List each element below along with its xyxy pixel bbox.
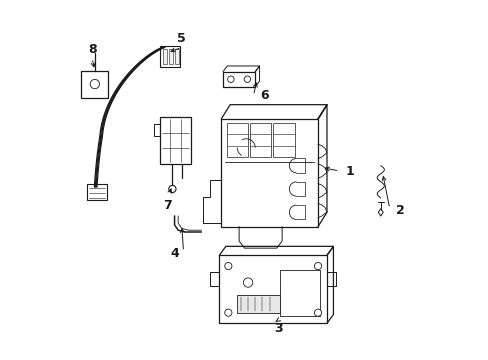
Circle shape bbox=[168, 185, 176, 193]
Text: 6: 6 bbox=[260, 89, 268, 102]
Bar bbox=[81, 71, 108, 98]
Bar bbox=[226, 123, 247, 157]
Bar bbox=[87, 184, 107, 200]
Bar bbox=[237, 295, 280, 313]
Circle shape bbox=[243, 278, 252, 287]
Bar bbox=[223, 72, 255, 87]
Circle shape bbox=[224, 262, 231, 270]
Text: 4: 4 bbox=[170, 247, 179, 260]
Circle shape bbox=[227, 76, 234, 82]
Bar bbox=[168, 49, 173, 64]
Bar bbox=[273, 123, 294, 157]
Bar bbox=[219, 255, 326, 323]
Circle shape bbox=[244, 76, 250, 82]
Text: 2: 2 bbox=[395, 204, 404, 217]
Bar bbox=[280, 270, 319, 316]
Text: 7: 7 bbox=[163, 199, 171, 212]
Circle shape bbox=[314, 262, 321, 270]
Circle shape bbox=[314, 309, 321, 316]
Circle shape bbox=[224, 309, 231, 316]
Text: 5: 5 bbox=[177, 32, 186, 45]
Circle shape bbox=[90, 80, 99, 89]
Bar bbox=[221, 119, 317, 226]
Bar bbox=[160, 46, 180, 67]
Bar bbox=[163, 49, 167, 64]
Text: 3: 3 bbox=[274, 322, 282, 335]
Bar bbox=[175, 49, 179, 64]
Text: 1: 1 bbox=[345, 165, 354, 177]
Bar bbox=[249, 123, 271, 157]
Text: 8: 8 bbox=[88, 42, 96, 55]
Bar bbox=[160, 117, 190, 164]
